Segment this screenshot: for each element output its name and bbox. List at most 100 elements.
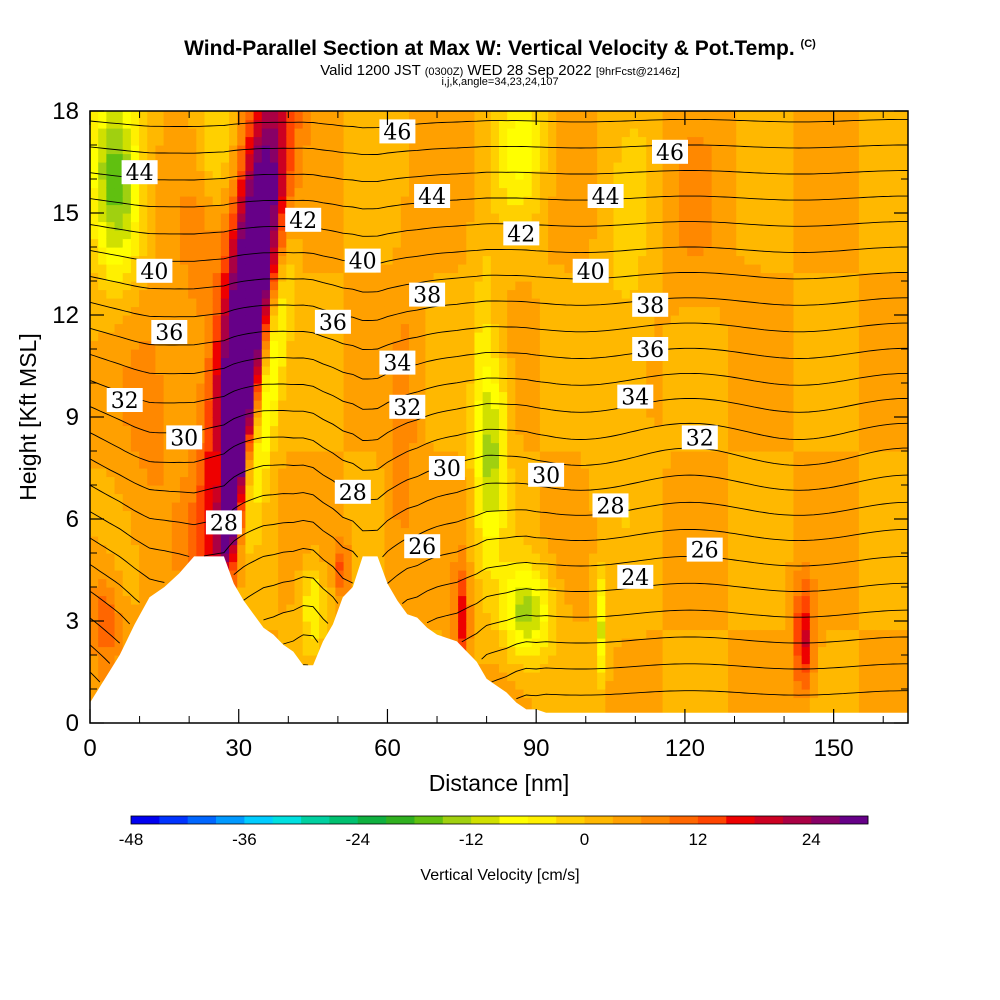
w-cell bbox=[556, 595, 566, 605]
w-cell bbox=[523, 111, 533, 121]
w-cell bbox=[319, 187, 328, 197]
w-cell bbox=[286, 476, 296, 486]
w-cell bbox=[351, 459, 361, 469]
w-cell bbox=[98, 391, 107, 401]
w-cell bbox=[474, 655, 484, 665]
w-cell bbox=[196, 417, 206, 427]
w-cell bbox=[269, 349, 279, 359]
w-cell bbox=[245, 306, 255, 316]
w-cell bbox=[212, 247, 222, 257]
w-cell bbox=[474, 391, 484, 401]
w-cell bbox=[490, 459, 500, 469]
w-cell bbox=[490, 306, 500, 316]
w-cell bbox=[335, 298, 345, 308]
w-cell bbox=[441, 425, 451, 435]
w-cell bbox=[179, 451, 189, 461]
w-cell bbox=[441, 111, 451, 121]
w-cell bbox=[597, 247, 606, 257]
w-cell bbox=[98, 264, 107, 274]
w-cell bbox=[392, 323, 402, 333]
w-cell bbox=[302, 332, 312, 342]
w-cell bbox=[261, 434, 271, 444]
w-cell bbox=[98, 476, 107, 486]
w-cell bbox=[237, 391, 247, 401]
w-cell bbox=[204, 434, 214, 444]
w-cell bbox=[621, 366, 631, 376]
w-cell bbox=[474, 264, 484, 274]
w-cell bbox=[253, 332, 263, 342]
w-cell bbox=[302, 621, 312, 631]
w-cell bbox=[310, 510, 320, 520]
w-cell bbox=[269, 434, 279, 444]
w-cell bbox=[147, 119, 157, 129]
w-cell bbox=[147, 451, 157, 461]
w-cell bbox=[343, 434, 353, 444]
w-cell bbox=[588, 323, 598, 333]
w-cell bbox=[523, 468, 533, 478]
w-cell bbox=[220, 170, 230, 180]
w-cell bbox=[572, 306, 582, 316]
w-cell bbox=[90, 332, 99, 342]
w-cell bbox=[343, 111, 353, 121]
w-cell bbox=[269, 587, 279, 597]
w-cell bbox=[425, 485, 435, 495]
w-cell bbox=[90, 646, 99, 656]
w-cell bbox=[588, 315, 598, 325]
w-cell bbox=[466, 527, 476, 537]
w-cell bbox=[580, 459, 590, 469]
w-cell bbox=[531, 323, 541, 333]
w-cell bbox=[130, 332, 140, 342]
w-cell bbox=[294, 485, 304, 495]
w-cell bbox=[98, 162, 107, 172]
w-cell bbox=[507, 349, 516, 359]
w-cell bbox=[572, 434, 582, 444]
w-cell bbox=[580, 476, 590, 486]
w-cell bbox=[482, 323, 492, 333]
w-cell bbox=[310, 136, 320, 146]
w-cell bbox=[368, 468, 377, 478]
w-cell bbox=[310, 434, 320, 444]
w-cell bbox=[229, 128, 238, 138]
w-cell bbox=[286, 527, 296, 537]
w-cell bbox=[449, 561, 459, 571]
w-cell bbox=[564, 119, 574, 129]
w-cell bbox=[441, 298, 451, 308]
w-cell bbox=[294, 527, 304, 537]
w-cell bbox=[564, 570, 574, 580]
w-cell bbox=[646, 587, 656, 597]
w-cell bbox=[564, 128, 574, 138]
w-cell bbox=[359, 221, 369, 231]
w-cell bbox=[114, 204, 124, 214]
w-cell bbox=[531, 357, 541, 367]
w-cell bbox=[515, 587, 525, 597]
w-cell bbox=[310, 400, 320, 410]
w-cell bbox=[106, 298, 116, 308]
w-cell bbox=[638, 442, 647, 452]
w-cell bbox=[302, 153, 312, 163]
w-cell bbox=[482, 298, 492, 308]
w-cell bbox=[539, 281, 549, 291]
w-cell bbox=[400, 502, 410, 512]
w-cell bbox=[392, 170, 402, 180]
w-cell bbox=[564, 111, 574, 121]
w-cell bbox=[482, 230, 492, 240]
w-cell bbox=[245, 527, 255, 537]
w-cell bbox=[523, 136, 533, 146]
w-cell bbox=[302, 485, 312, 495]
w-cell bbox=[400, 587, 410, 597]
w-cell bbox=[171, 145, 181, 155]
w-cell bbox=[580, 145, 590, 155]
w-cell bbox=[294, 595, 304, 605]
w-cell bbox=[302, 162, 312, 172]
w-cell bbox=[359, 315, 369, 325]
w-cell bbox=[163, 493, 173, 503]
w-cell bbox=[98, 272, 107, 282]
w-cell bbox=[499, 136, 508, 146]
w-cell bbox=[433, 357, 443, 367]
w-cell bbox=[433, 442, 443, 452]
w-cell bbox=[474, 595, 484, 605]
w-cell bbox=[327, 230, 336, 240]
w-cell bbox=[597, 578, 606, 588]
w-cell bbox=[204, 425, 214, 435]
w-cell bbox=[179, 485, 189, 495]
